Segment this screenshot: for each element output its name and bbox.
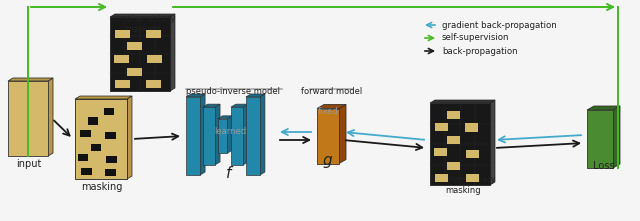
Polygon shape xyxy=(430,103,490,185)
Text: pseudo-inverse model: pseudo-inverse model xyxy=(186,87,280,96)
Polygon shape xyxy=(317,105,346,109)
Polygon shape xyxy=(203,107,215,165)
Polygon shape xyxy=(243,104,248,165)
Bar xyxy=(466,150,479,158)
Bar xyxy=(146,80,161,88)
Polygon shape xyxy=(110,14,175,17)
Bar xyxy=(115,30,130,38)
Bar xyxy=(127,68,142,76)
Polygon shape xyxy=(200,94,205,175)
Bar xyxy=(435,123,448,131)
Text: complementary
masking: complementary masking xyxy=(429,175,496,195)
Polygon shape xyxy=(613,106,620,168)
Polygon shape xyxy=(246,97,260,175)
Bar xyxy=(147,55,162,63)
Polygon shape xyxy=(231,107,243,165)
Polygon shape xyxy=(127,96,132,179)
Text: learned: learned xyxy=(214,128,246,137)
Text: Loss: Loss xyxy=(593,161,615,171)
Bar xyxy=(447,111,460,119)
Polygon shape xyxy=(587,110,613,168)
Polygon shape xyxy=(8,78,53,81)
Bar xyxy=(80,130,91,137)
Bar xyxy=(447,162,460,170)
Polygon shape xyxy=(218,119,227,153)
Text: forward model: forward model xyxy=(301,87,362,96)
Polygon shape xyxy=(218,116,232,119)
Polygon shape xyxy=(587,106,620,110)
Text: $f$: $f$ xyxy=(225,165,235,181)
Polygon shape xyxy=(260,94,265,175)
Bar xyxy=(106,156,116,163)
Polygon shape xyxy=(215,104,220,165)
Bar xyxy=(88,117,99,125)
Bar xyxy=(435,173,448,182)
Polygon shape xyxy=(75,96,132,99)
Bar xyxy=(434,148,447,156)
Text: self-supervision: self-supervision xyxy=(442,34,509,42)
Bar xyxy=(81,168,92,175)
Polygon shape xyxy=(8,81,48,156)
Polygon shape xyxy=(339,105,346,164)
Text: complementary
masking: complementary masking xyxy=(109,14,176,34)
Polygon shape xyxy=(186,94,205,97)
Polygon shape xyxy=(75,99,127,179)
Bar xyxy=(77,154,88,161)
Bar xyxy=(115,80,130,88)
Polygon shape xyxy=(110,17,170,91)
Text: gradient back-propagation: gradient back-propagation xyxy=(442,21,557,29)
Bar xyxy=(447,136,460,144)
Bar xyxy=(91,144,101,151)
Bar xyxy=(127,42,142,50)
Bar xyxy=(105,169,116,176)
Bar xyxy=(104,108,114,115)
Polygon shape xyxy=(231,104,248,107)
Polygon shape xyxy=(170,14,175,91)
Polygon shape xyxy=(317,109,339,164)
Polygon shape xyxy=(186,97,200,175)
Polygon shape xyxy=(203,104,220,107)
Bar xyxy=(105,132,116,139)
Bar xyxy=(146,30,161,38)
Text: fixed: fixed xyxy=(317,107,339,116)
Bar xyxy=(465,124,478,132)
Polygon shape xyxy=(48,78,53,156)
Bar xyxy=(466,173,479,182)
Text: input: input xyxy=(16,159,42,169)
Polygon shape xyxy=(490,100,495,185)
Text: back-propagation: back-propagation xyxy=(442,46,518,55)
Bar xyxy=(114,55,129,63)
Polygon shape xyxy=(227,116,232,153)
Polygon shape xyxy=(430,100,495,103)
Text: $g$: $g$ xyxy=(323,154,333,170)
Text: masking: masking xyxy=(81,182,123,192)
Polygon shape xyxy=(246,94,265,97)
